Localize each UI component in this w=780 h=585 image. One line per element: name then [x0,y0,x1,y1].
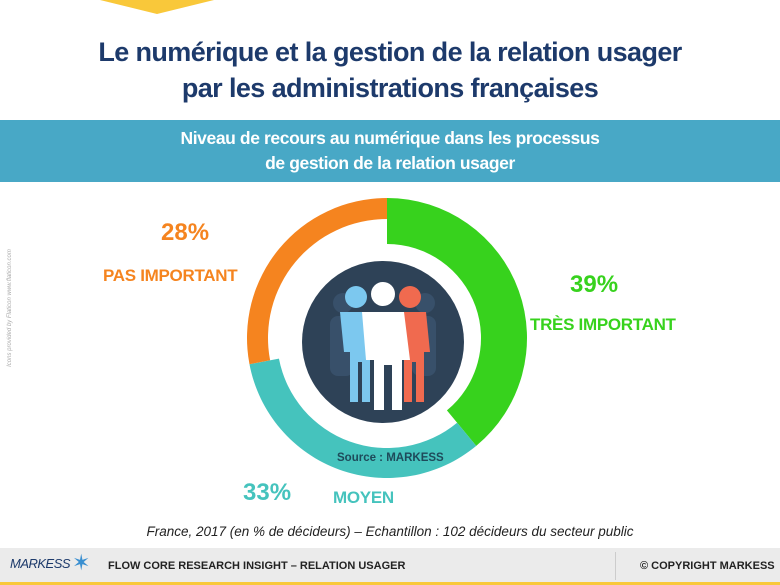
copyright: © COPYRIGHT MARKESS [640,560,775,572]
star-icon: ✶ [72,550,91,575]
label-pas-important-value: 28% [161,219,210,246]
subtitle-line-1: Niveau de recours au numérique dans les … [180,128,600,148]
footer-text: FLOW CORE RESEARCH INSIGHT – RELATION US… [108,560,406,572]
label-moyen: MOYEN [333,488,394,507]
label-tres-important: TRÈS IMPORTANT [530,315,676,334]
arc-tres-important [387,198,528,446]
decorative-triangle [100,0,214,14]
markess-logo: MARKESS [10,556,71,571]
arc-pas-important [246,198,387,365]
subtitle-line-2: de gestion de la relation usager [265,153,515,173]
caption: France, 2017 (en % de décideurs) – Echan… [146,524,634,539]
chart-subtitle-banner: Niveau de recours au numérique dans les … [0,120,780,182]
label-tres-important-value: 39% [570,271,619,298]
people-group-icon [330,282,436,410]
source-label: Source : MARKESS [337,452,444,464]
label-moyen-value: 33% [243,479,292,506]
label-pas-important: PAS IMPORTANT [103,266,238,285]
page-title: Le numérique et la gestion de la relatio… [0,34,780,106]
title-line-1: Le numérique et la gestion de la relatio… [98,37,682,67]
footer: MARKESS ✶ FLOW CORE RESEARCH INSIGHT – R… [0,548,780,585]
arc-moyen [249,358,477,478]
footer-divider [615,552,616,580]
title-line-2: par les administrations françaises [181,73,599,103]
